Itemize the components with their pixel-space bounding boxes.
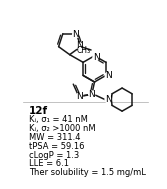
Text: N: N — [76, 92, 83, 101]
Text: N: N — [105, 95, 112, 104]
Text: N: N — [76, 41, 82, 50]
Circle shape — [76, 93, 82, 99]
Text: Ther solubility = 1.5 mg/mL: Ther solubility = 1.5 mg/mL — [29, 168, 145, 177]
Text: N: N — [72, 30, 79, 39]
Text: LLE = 6.1: LLE = 6.1 — [29, 159, 69, 168]
Text: 12f: 12f — [29, 106, 48, 116]
Circle shape — [105, 97, 111, 103]
Text: N: N — [93, 53, 99, 62]
Circle shape — [89, 91, 95, 97]
Text: N: N — [88, 90, 95, 98]
Text: cLogΡ = 1.3: cLogΡ = 1.3 — [29, 150, 79, 160]
Circle shape — [73, 31, 79, 38]
Text: Kᵢ, σ₂ >1000 nM: Kᵢ, σ₂ >1000 nM — [29, 124, 95, 133]
Text: tPSA = 59.16: tPSA = 59.16 — [29, 142, 84, 151]
Text: MW = 311.4: MW = 311.4 — [29, 133, 80, 142]
Circle shape — [105, 72, 111, 78]
Circle shape — [76, 43, 82, 49]
Text: N: N — [105, 71, 112, 80]
Text: Kᵢ, σ₁ = 41 nM: Kᵢ, σ₁ = 41 nM — [29, 115, 88, 124]
Text: CH₃: CH₃ — [76, 46, 90, 55]
Circle shape — [93, 54, 99, 60]
